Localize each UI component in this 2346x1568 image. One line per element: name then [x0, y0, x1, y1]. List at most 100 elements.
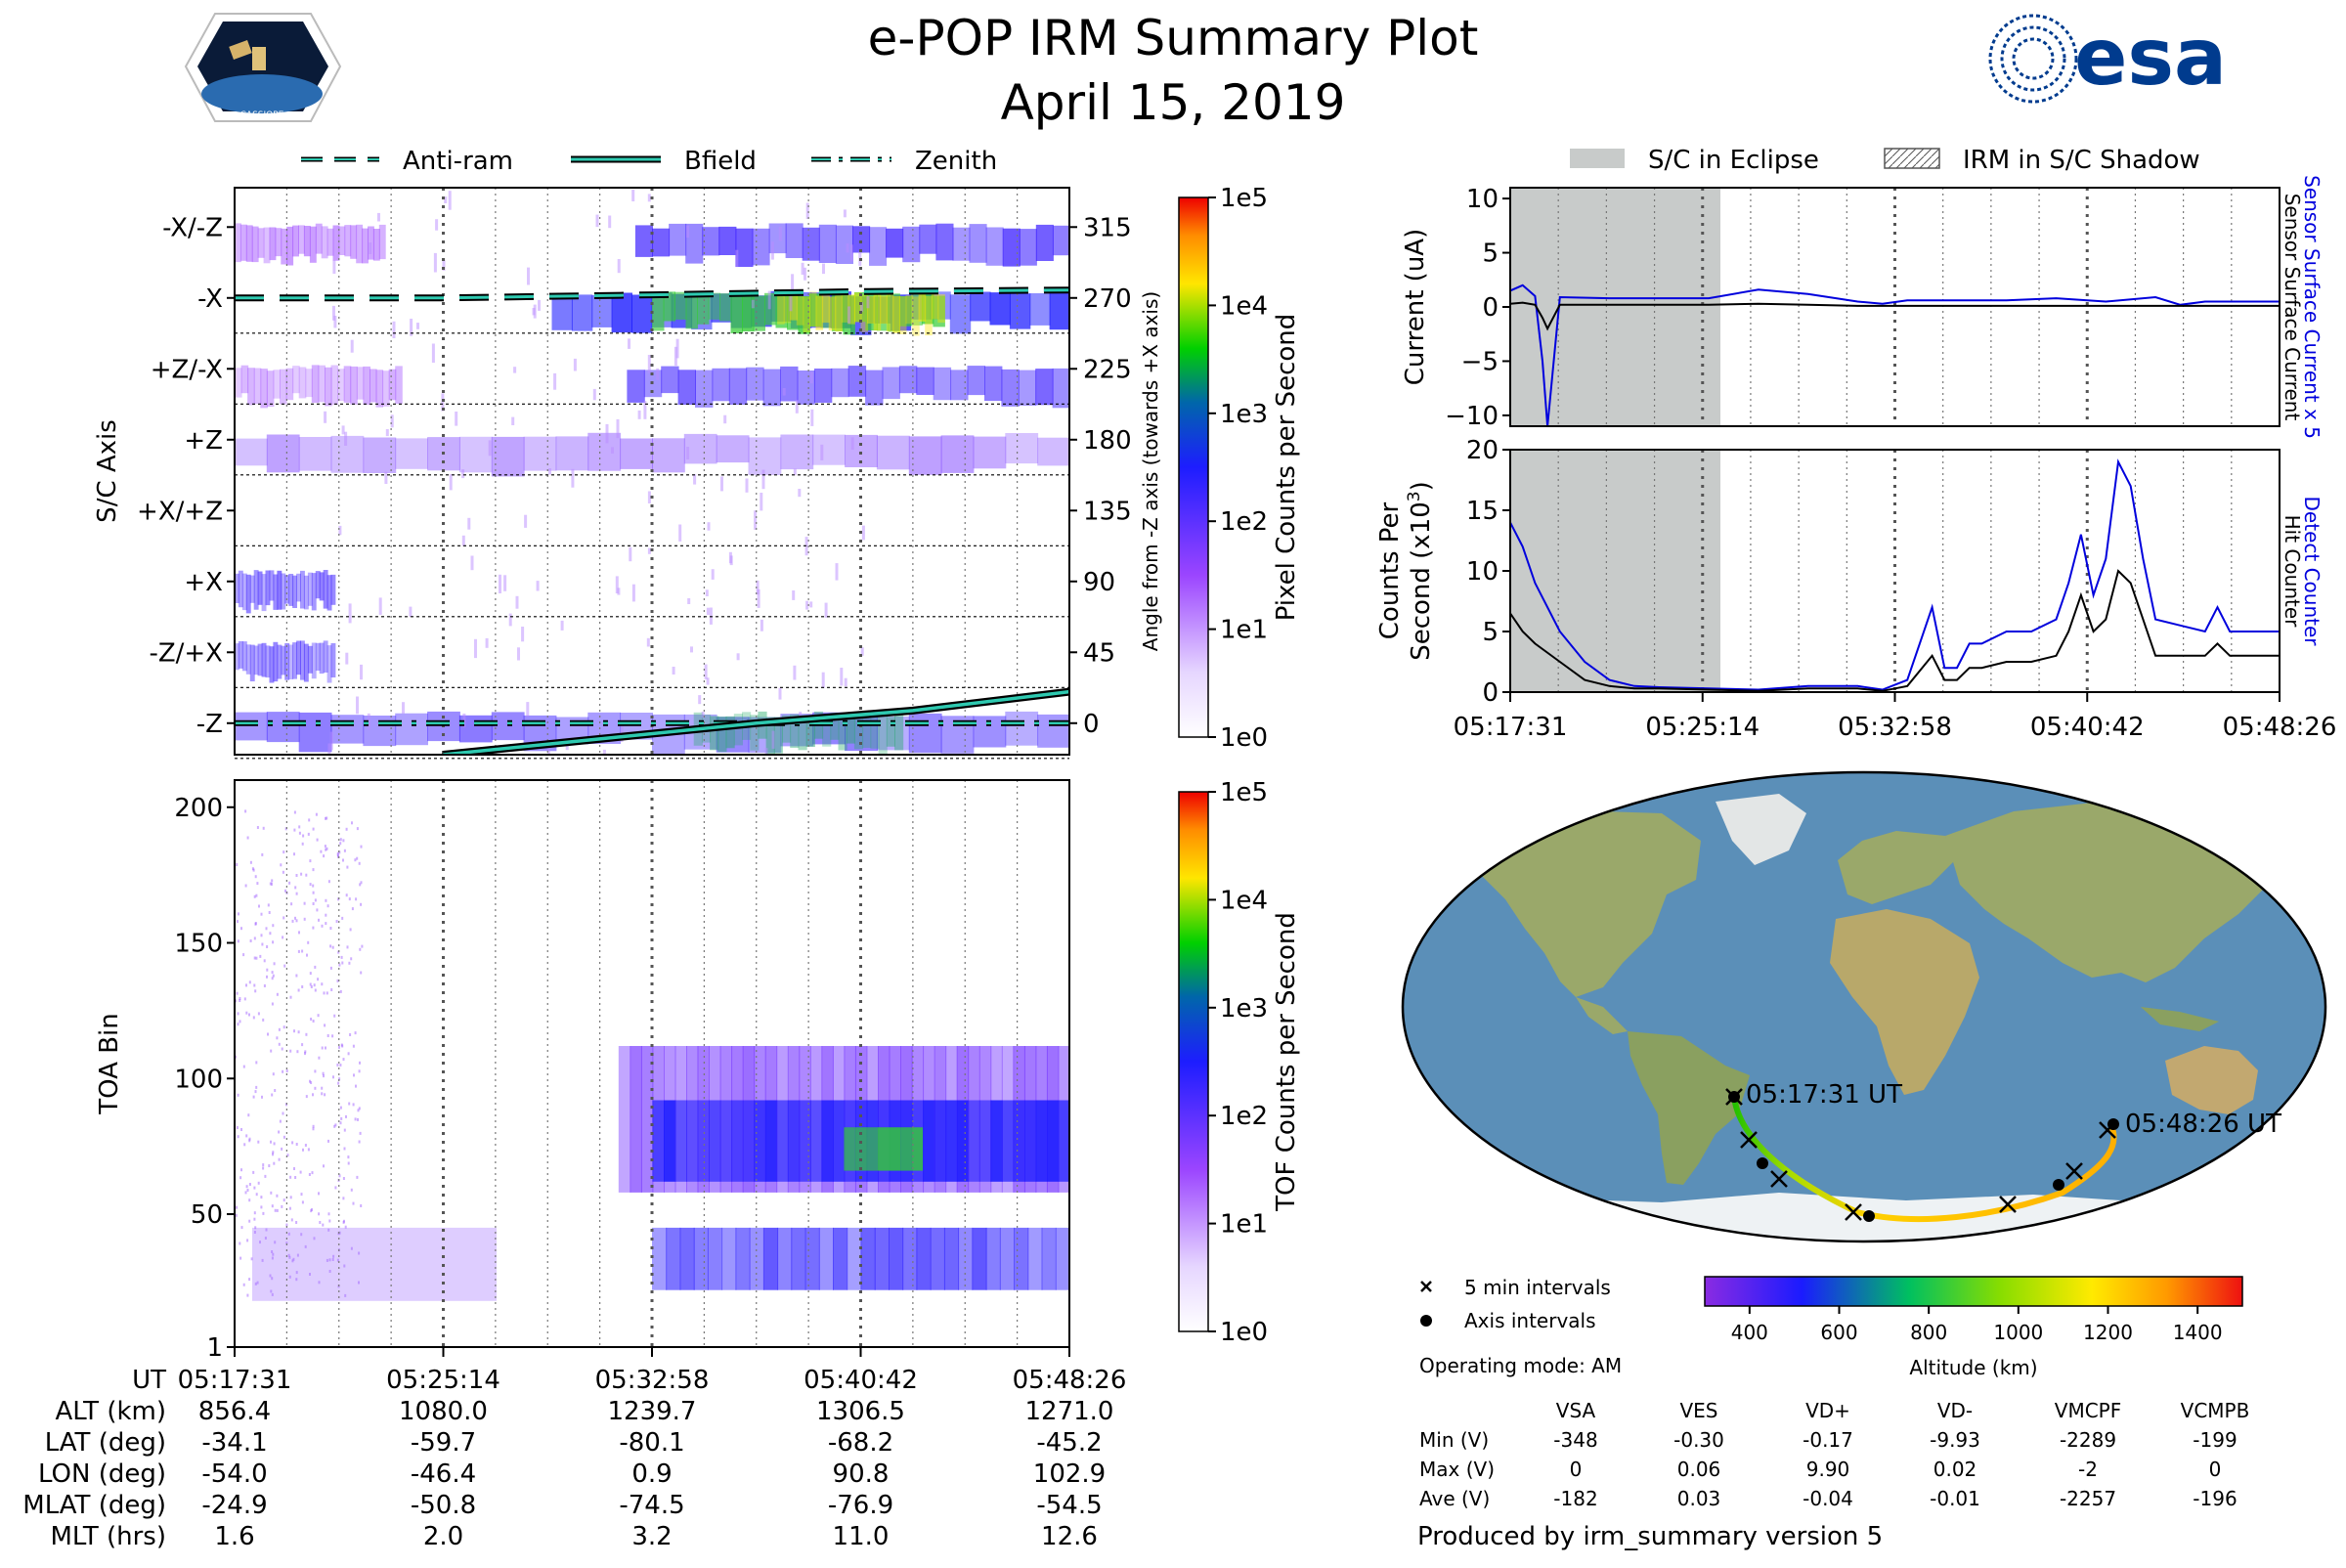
toa-speck — [287, 1253, 290, 1257]
toa-speck — [344, 1293, 347, 1297]
axis-heatmap-cell — [888, 293, 900, 332]
right-ytick-label: −5 — [1461, 348, 1499, 377]
time-row-value: 1306.5 — [816, 1397, 905, 1426]
axis-heatmap-speck — [792, 590, 796, 600]
toa-speck — [343, 1264, 346, 1268]
toa-speck — [322, 1223, 325, 1227]
toa-lower-cell — [721, 1227, 737, 1290]
voltage-row-label: Min (V) — [1419, 1428, 1489, 1452]
toa-speck — [256, 882, 259, 886]
axis-heatmap-cell — [277, 570, 282, 610]
angle-tick-label: 225 — [1083, 355, 1132, 384]
axis-heatmap-speck — [693, 474, 697, 485]
toa-speck — [326, 847, 328, 850]
toa-lower-cell — [1027, 1227, 1043, 1290]
axis-heatmap-speck — [617, 588, 621, 595]
axis-heatmap-speck — [643, 401, 647, 419]
toa-speck — [339, 1121, 342, 1125]
axis-heatmap-cell — [235, 643, 239, 671]
voltage-cell: 0 — [1570, 1458, 1583, 1481]
axis-heatmap-speck — [760, 493, 763, 511]
axis-heatmap-cell — [275, 228, 282, 257]
axis-heatmap-cell — [813, 369, 833, 403]
time-xtick-label: 05:48:26 — [1013, 1366, 1127, 1395]
toa-lower-cell — [791, 1227, 806, 1290]
axis-heatmap-cell — [1052, 225, 1069, 256]
toa-speck — [310, 985, 313, 988]
toa-speck — [269, 932, 272, 936]
axis-heatmap-speck — [844, 677, 847, 687]
axis-heatmap-speck — [795, 400, 799, 414]
axis-heatmap-cell — [305, 369, 313, 398]
axis-heatmap-cell — [611, 292, 632, 333]
toa-speck — [259, 954, 262, 958]
toa-speck — [316, 908, 319, 912]
axis-heatmap-speck — [526, 702, 530, 717]
toa-lower-cell — [874, 1227, 890, 1290]
toa-speck — [301, 985, 304, 988]
operating-mode: Operating mode: AM — [1419, 1354, 1622, 1377]
toa-speck — [334, 1123, 337, 1127]
current-right-label-blue: Sensor Surface Current x 5 — [2300, 175, 2324, 439]
colorbar-tick-label: 1e4 — [1220, 291, 1268, 321]
axis-heatmap-cell — [627, 370, 645, 403]
axis-heatmap-speck — [850, 437, 854, 450]
axis-heatmap-cell — [1005, 711, 1039, 746]
toa-speck — [246, 1189, 249, 1192]
toa-speck — [295, 1278, 298, 1282]
axis-heatmap-cell — [933, 367, 952, 401]
toa-speck — [278, 1157, 281, 1161]
toa-speck — [309, 1079, 311, 1083]
toa-speck — [322, 1071, 325, 1075]
axis-heatmap-cell — [369, 369, 377, 403]
toa-speck — [342, 1058, 345, 1062]
central-america — [1576, 997, 1628, 1034]
axis-heatmap-speck — [778, 227, 782, 241]
toa-speck — [242, 953, 245, 957]
black-series-line — [1510, 569, 2280, 692]
toa-speck — [294, 916, 296, 920]
axis-heatmap-speck — [433, 252, 437, 273]
axis-heatmap-speck — [605, 423, 609, 444]
axis-heatmap-cell — [1049, 292, 1069, 330]
toa-speck — [321, 924, 324, 928]
toa-speck — [302, 1148, 304, 1152]
toa-speck — [273, 1142, 276, 1146]
axis-heatmap-speck — [793, 665, 797, 680]
axis-heatmap-cell — [303, 575, 309, 610]
toa-speck — [312, 868, 315, 872]
toa-speck — [237, 1012, 239, 1016]
altitude-tick-label: 1400 — [2173, 1321, 2223, 1344]
toa-speck — [321, 1092, 324, 1096]
toa-core-cell — [674, 1100, 687, 1182]
toa-speck — [313, 1237, 316, 1241]
counts-plot: 20 15 10 5 0 Counts Per Second (x103) Detect… — [1375, 436, 2336, 742]
bfield-line-core — [443, 689, 1069, 755]
toa-speck — [276, 1036, 279, 1040]
axis-heatmap-speck — [338, 525, 342, 536]
time-row-value: 102.9 — [1033, 1459, 1106, 1489]
axis-heatmap-cell — [867, 296, 875, 324]
toa-speck — [332, 1075, 334, 1079]
toa-speck — [282, 1025, 285, 1029]
toa-speck — [248, 1278, 251, 1282]
axis-heatmap-cell — [238, 570, 243, 608]
toa-ytick-label: 200 — [174, 794, 223, 823]
axis-heatmap-speck — [548, 468, 551, 475]
time-xtick-label: 05:17:31 — [178, 1366, 292, 1395]
toa-core-cell — [956, 1100, 970, 1182]
axis-heatmap-cell — [1035, 369, 1054, 406]
toa-speck — [325, 922, 327, 926]
toa-speck — [326, 816, 328, 820]
toa-speck — [316, 838, 319, 842]
right-xtick-label: 05:48:26 — [2223, 713, 2337, 742]
axis-heatmap-cell — [762, 369, 781, 407]
axis-heatmap-speck — [809, 371, 813, 384]
toa-speck — [342, 858, 344, 862]
axis-heatmap-speck — [835, 563, 839, 581]
axis-heatmap-cell — [1037, 714, 1069, 748]
legend-eclipse: S/C in Eclipse — [1648, 146, 1819, 175]
axis-heatmap-cell — [285, 368, 294, 401]
axis-heatmap-cell — [886, 293, 894, 332]
